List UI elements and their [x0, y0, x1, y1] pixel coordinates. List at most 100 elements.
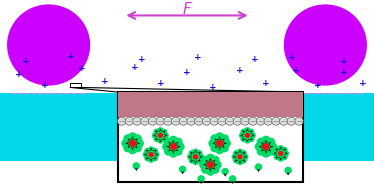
Ellipse shape: [156, 117, 165, 125]
Ellipse shape: [158, 133, 163, 138]
Ellipse shape: [237, 159, 243, 165]
Ellipse shape: [7, 4, 90, 86]
Ellipse shape: [132, 162, 140, 170]
Text: +: +: [262, 79, 269, 88]
Text: +: +: [340, 57, 348, 66]
Ellipse shape: [187, 117, 195, 125]
Ellipse shape: [222, 139, 231, 148]
Ellipse shape: [210, 144, 219, 152]
Text: +: +: [288, 53, 295, 62]
Ellipse shape: [206, 167, 215, 176]
Text: +: +: [131, 63, 138, 72]
Ellipse shape: [248, 129, 254, 135]
Ellipse shape: [179, 166, 186, 173]
Ellipse shape: [220, 144, 229, 152]
Ellipse shape: [164, 138, 173, 146]
Text: +: +: [340, 68, 348, 77]
Ellipse shape: [153, 151, 160, 158]
Ellipse shape: [151, 148, 158, 154]
Ellipse shape: [197, 153, 204, 160]
Ellipse shape: [255, 142, 264, 151]
Ellipse shape: [133, 144, 142, 152]
Text: $F$: $F$: [181, 1, 193, 17]
Ellipse shape: [226, 117, 234, 125]
Text: +: +: [67, 52, 75, 60]
Ellipse shape: [264, 117, 272, 125]
Ellipse shape: [256, 117, 265, 125]
Text: +: +: [236, 66, 243, 75]
Ellipse shape: [129, 140, 136, 147]
Ellipse shape: [193, 154, 198, 160]
Ellipse shape: [287, 117, 295, 125]
Ellipse shape: [240, 150, 247, 156]
Ellipse shape: [172, 117, 180, 125]
Ellipse shape: [192, 159, 199, 165]
Ellipse shape: [201, 156, 210, 164]
Ellipse shape: [233, 117, 242, 125]
Bar: [118, 92, 303, 117]
Ellipse shape: [169, 136, 178, 144]
Ellipse shape: [245, 133, 250, 138]
Ellipse shape: [148, 146, 154, 153]
Ellipse shape: [284, 167, 292, 174]
Ellipse shape: [220, 134, 229, 143]
Ellipse shape: [162, 132, 169, 139]
Ellipse shape: [157, 127, 164, 134]
Ellipse shape: [239, 132, 246, 139]
Ellipse shape: [141, 117, 149, 125]
Ellipse shape: [242, 153, 248, 160]
Ellipse shape: [215, 146, 224, 154]
Text: +: +: [101, 77, 108, 86]
Ellipse shape: [192, 149, 199, 155]
Ellipse shape: [262, 143, 270, 150]
Ellipse shape: [153, 129, 160, 135]
Ellipse shape: [125, 117, 134, 125]
Ellipse shape: [240, 129, 247, 135]
Ellipse shape: [174, 138, 183, 146]
Ellipse shape: [244, 137, 251, 144]
Text: +: +: [41, 81, 49, 90]
Text: +: +: [314, 81, 322, 90]
Ellipse shape: [278, 145, 284, 152]
Ellipse shape: [152, 132, 159, 139]
Ellipse shape: [215, 132, 224, 141]
Text: +: +: [79, 64, 86, 74]
Ellipse shape: [188, 157, 195, 164]
Ellipse shape: [233, 150, 240, 156]
Ellipse shape: [278, 151, 283, 156]
Ellipse shape: [278, 155, 284, 162]
Ellipse shape: [261, 136, 270, 144]
Ellipse shape: [169, 149, 178, 158]
Ellipse shape: [164, 117, 172, 125]
Ellipse shape: [153, 136, 160, 142]
Ellipse shape: [199, 160, 208, 169]
Ellipse shape: [266, 147, 275, 156]
Ellipse shape: [248, 136, 254, 142]
Text: +: +: [157, 79, 165, 88]
Ellipse shape: [208, 139, 217, 148]
Ellipse shape: [128, 146, 137, 154]
Ellipse shape: [268, 142, 277, 151]
Ellipse shape: [274, 147, 280, 153]
Ellipse shape: [261, 149, 270, 158]
Text: +: +: [15, 70, 22, 79]
Ellipse shape: [241, 117, 249, 125]
Ellipse shape: [194, 117, 203, 125]
Ellipse shape: [210, 117, 218, 125]
Ellipse shape: [206, 154, 215, 163]
Ellipse shape: [144, 148, 151, 154]
Ellipse shape: [123, 134, 132, 143]
Ellipse shape: [211, 165, 220, 174]
Ellipse shape: [160, 136, 168, 142]
Ellipse shape: [232, 153, 238, 160]
Ellipse shape: [157, 137, 164, 144]
Ellipse shape: [221, 168, 229, 175]
Text: +: +: [22, 57, 30, 66]
Text: +: +: [194, 53, 202, 62]
Ellipse shape: [249, 132, 256, 139]
Ellipse shape: [240, 157, 247, 164]
Ellipse shape: [210, 134, 219, 143]
Ellipse shape: [244, 127, 251, 134]
Text: +: +: [251, 55, 258, 64]
Ellipse shape: [257, 138, 266, 146]
